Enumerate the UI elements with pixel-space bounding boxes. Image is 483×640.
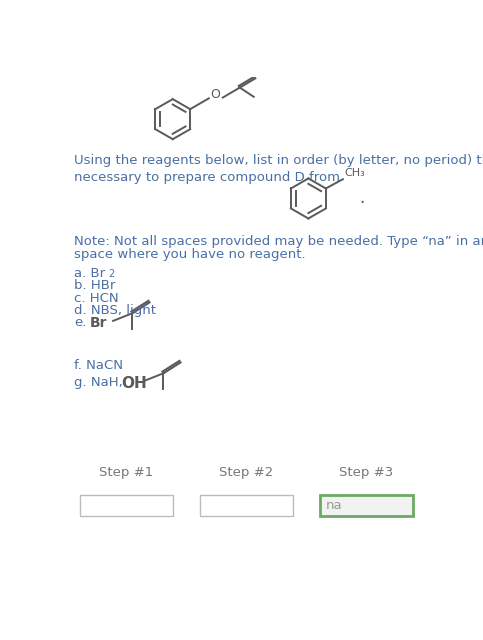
- Text: Step #3: Step #3: [340, 466, 394, 479]
- FancyBboxPatch shape: [200, 495, 293, 516]
- Text: Step #1: Step #1: [99, 466, 154, 479]
- Text: .: .: [359, 189, 365, 207]
- Text: space where you have no reagent.: space where you have no reagent.: [74, 248, 306, 260]
- Text: f. NaCN: f. NaCN: [74, 360, 123, 372]
- Text: a. Br: a. Br: [74, 267, 105, 280]
- Text: na: na: [326, 499, 343, 512]
- Text: Using the reagents below, list in order (by letter, no period) those: Using the reagents below, list in order …: [74, 154, 483, 167]
- Text: g. NaH,: g. NaH,: [74, 376, 123, 389]
- Text: necessary to prepare compound D from: necessary to prepare compound D from: [74, 171, 341, 184]
- Text: d. NBS, light: d. NBS, light: [74, 304, 156, 317]
- Text: CH₃: CH₃: [344, 168, 365, 178]
- Text: 2: 2: [108, 269, 114, 279]
- Text: c. HCN: c. HCN: [74, 292, 119, 305]
- Text: O: O: [210, 88, 220, 101]
- Text: Br: Br: [90, 316, 107, 330]
- Text: Note: Not all spaces provided may be needed. Type “na” in any: Note: Not all spaces provided may be nee…: [74, 235, 483, 248]
- FancyBboxPatch shape: [80, 495, 173, 516]
- Text: b. HBr: b. HBr: [74, 279, 116, 292]
- FancyBboxPatch shape: [320, 495, 413, 516]
- Text: Step #2: Step #2: [219, 466, 273, 479]
- Text: e.: e.: [74, 316, 87, 329]
- Text: OH: OH: [121, 376, 146, 391]
